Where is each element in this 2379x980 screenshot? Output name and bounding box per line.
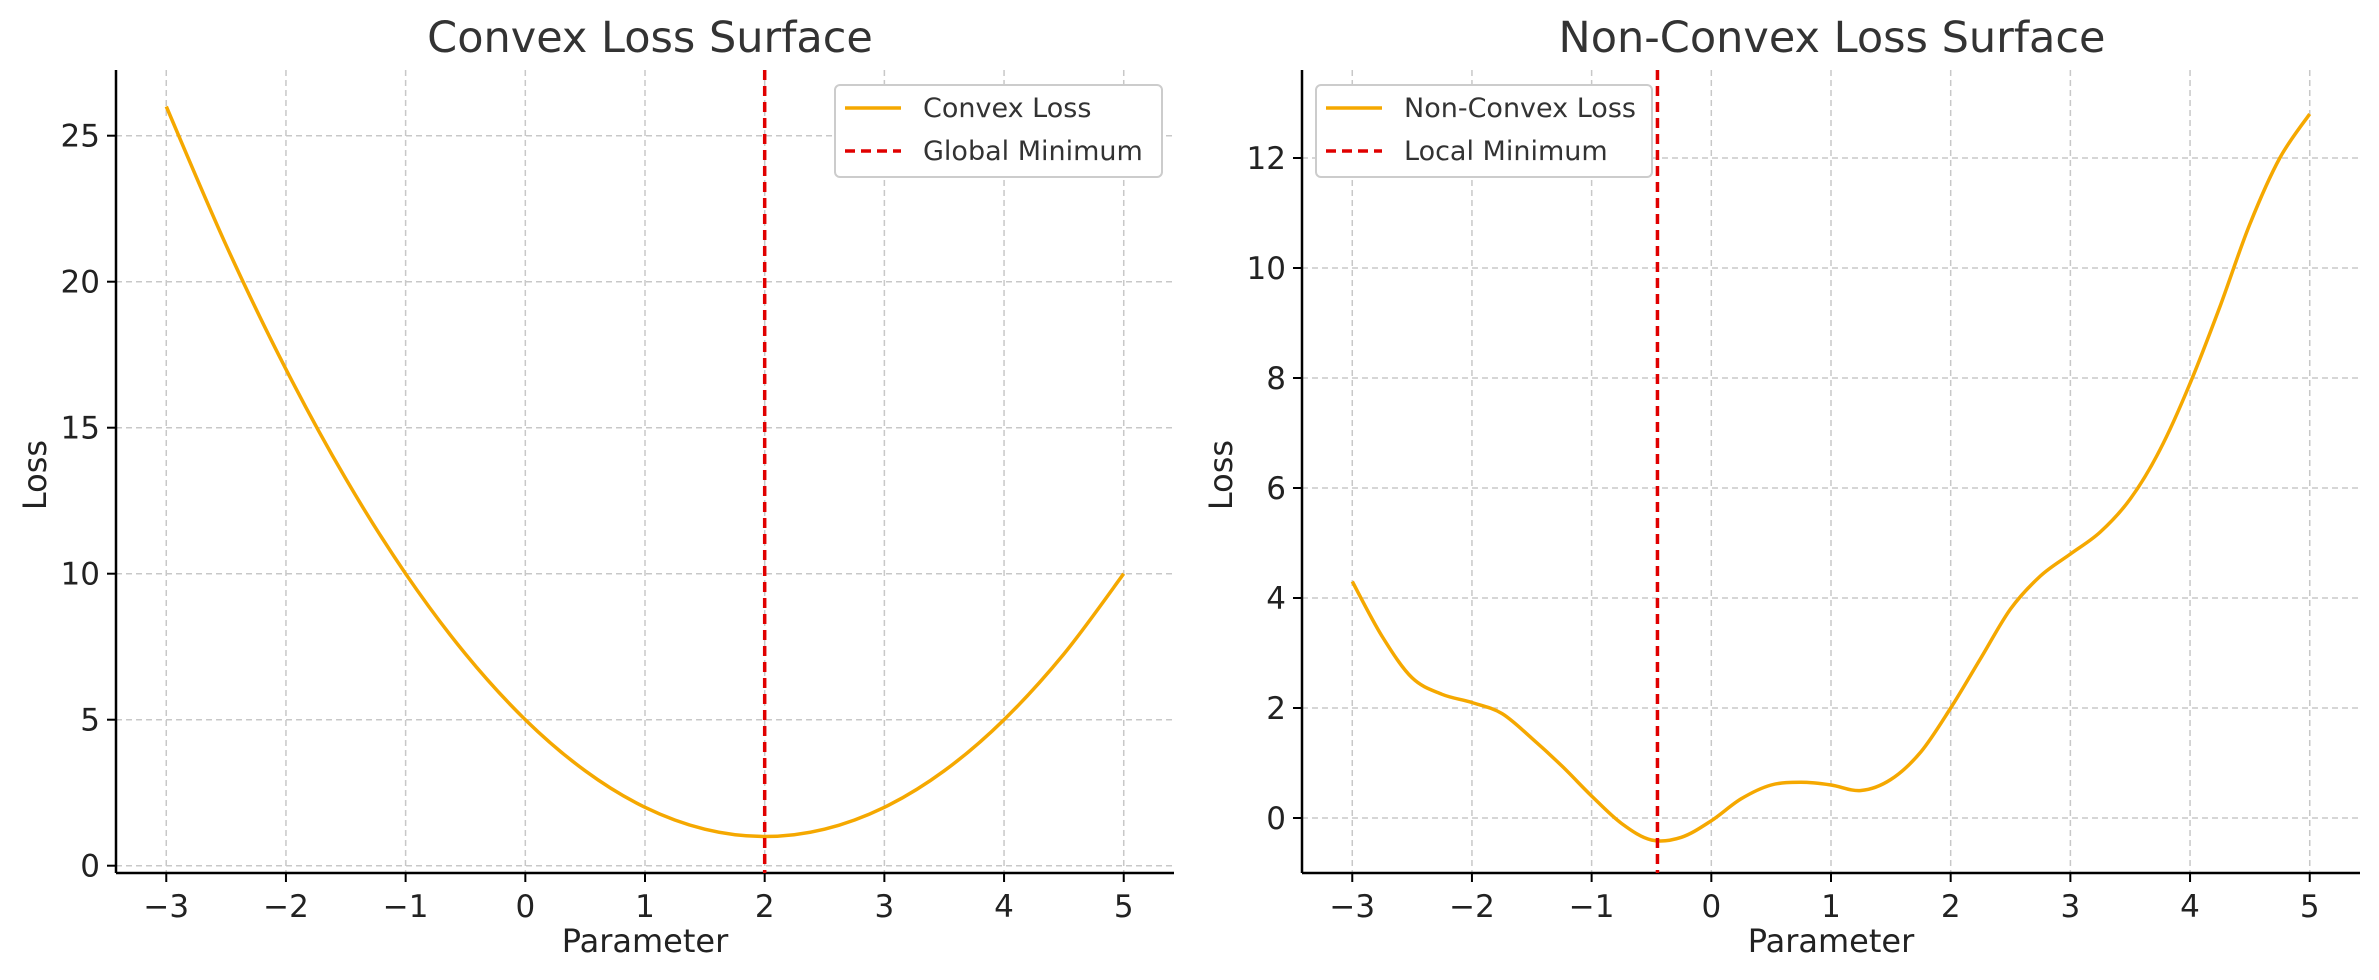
loss-curve-line bbox=[164, 105, 1126, 839]
x-tick-label: 4 bbox=[2180, 889, 2200, 925]
x-tick-label: 1 bbox=[635, 889, 655, 925]
y-axis-label: Loss bbox=[16, 440, 54, 510]
x-tick-label: 3 bbox=[2060, 889, 2080, 925]
legend-label: Non-Convex Loss bbox=[1404, 93, 1636, 124]
x-tick-label: 5 bbox=[1114, 889, 1134, 925]
loss-curve-line bbox=[1350, 113, 2312, 843]
plot-data bbox=[164, 70, 1126, 873]
x-tick-label: 2 bbox=[755, 889, 775, 925]
x-tick-label: −2 bbox=[1449, 889, 1495, 925]
y-tick-label: 10 bbox=[1247, 251, 1286, 287]
y-tick-label: 0 bbox=[80, 849, 100, 885]
x-tick-label: −3 bbox=[143, 889, 189, 925]
y-tick-label: 25 bbox=[61, 119, 100, 155]
legend-label: Local Minimum bbox=[1404, 136, 1608, 167]
grid bbox=[116, 70, 1174, 873]
ticks: −3 −2 −1 0 1 2 3 4 5 0 5 10 15 20 25 bbox=[61, 119, 1134, 925]
chart-title: Non-Convex Loss Surface bbox=[1559, 13, 2106, 63]
chart-title: Convex Loss Surface bbox=[427, 13, 873, 63]
y-tick-label: 2 bbox=[1266, 691, 1286, 727]
y-tick-label: 6 bbox=[1266, 471, 1286, 507]
x-tick-label: 1 bbox=[1821, 889, 1841, 925]
x-tick-label: −3 bbox=[1329, 889, 1375, 925]
x-tick-label: −1 bbox=[1569, 889, 1615, 925]
legend: Non-Convex Loss Local Minimum bbox=[1315, 84, 1653, 178]
plot-data bbox=[1350, 70, 2312, 873]
x-tick-label: 4 bbox=[994, 889, 1014, 925]
legend-box bbox=[1315, 84, 1653, 178]
y-tick-label: 12 bbox=[1247, 141, 1286, 177]
convex-chart-panel: Convex Loss Surface Parameter Loss −3 −2−… bbox=[16, 13, 1174, 960]
y-tick-label: 0 bbox=[1266, 801, 1286, 837]
grid bbox=[1302, 70, 2360, 873]
y-tick-label: 8 bbox=[1266, 361, 1286, 397]
y-axis-label: Loss bbox=[1202, 440, 1240, 510]
y-tick-label: 15 bbox=[61, 411, 100, 447]
y-tick-label: 4 bbox=[1266, 581, 1286, 617]
legend: Convex Loss Global Minimum bbox=[834, 84, 1163, 178]
x-tick-label: 3 bbox=[874, 889, 894, 925]
axes bbox=[114, 70, 1174, 875]
x-tick-label: −2 bbox=[263, 889, 309, 925]
x-tick-label: 0 bbox=[1701, 889, 1721, 925]
axes bbox=[1300, 70, 2360, 875]
legend-label: Global Minimum bbox=[923, 136, 1143, 167]
x-tick-label: −1 bbox=[383, 889, 429, 925]
legend-box bbox=[834, 84, 1163, 178]
y-tick-label: 5 bbox=[80, 703, 100, 739]
non-convex-chart-panel: Non-Convex Loss Surface Parameter Loss −… bbox=[1202, 13, 2360, 960]
legend-label: Convex Loss bbox=[923, 93, 1091, 124]
x-tick-label: 0 bbox=[515, 889, 535, 925]
x-axis-label: Parameter bbox=[562, 922, 729, 960]
y-tick-label: 20 bbox=[61, 265, 100, 301]
y-tick-label: 10 bbox=[61, 557, 100, 593]
x-tick-label: 2 bbox=[1941, 889, 1961, 925]
x-tick-label: 5 bbox=[2300, 889, 2320, 925]
x-axis-label: Parameter bbox=[1748, 922, 1915, 960]
